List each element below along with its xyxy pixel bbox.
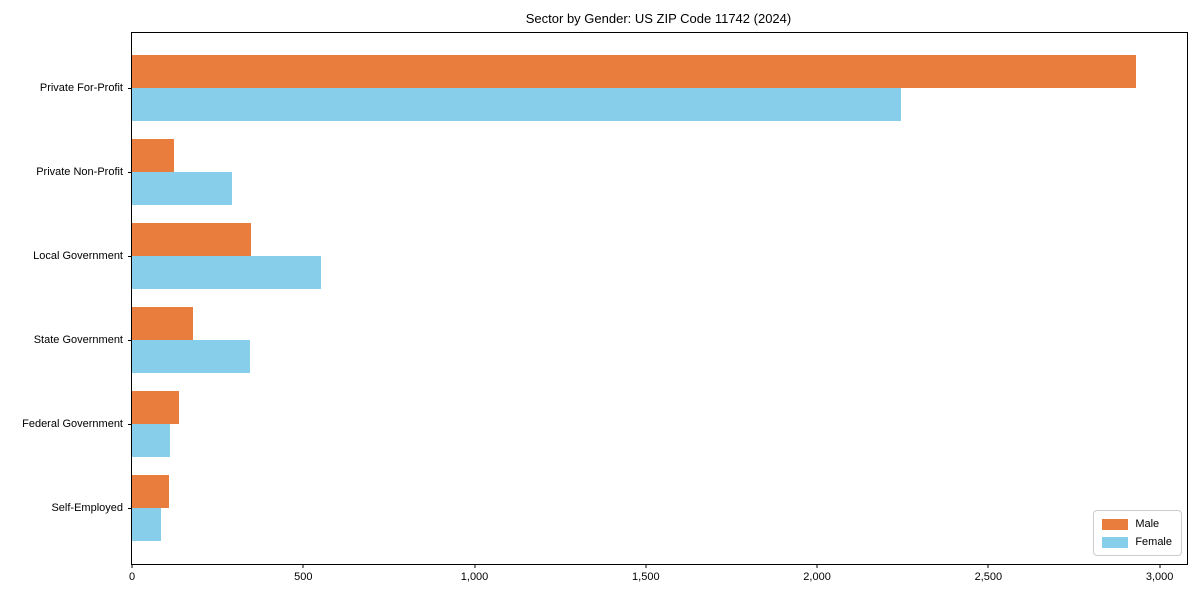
y-axis-label: Federal Government (22, 418, 123, 430)
legend-label: Male (1135, 518, 1160, 530)
x-axis-tick (302, 564, 304, 568)
bar-male-3 (132, 307, 193, 340)
y-axis-label: Local Government (33, 250, 123, 262)
legend-swatch-female (1102, 536, 1129, 548)
y-axis-tick (128, 508, 132, 509)
chart-title: Sector by Gender: US ZIP Code 11742 (202… (525, 11, 792, 26)
category-row: Self-Employed (51, 466, 1187, 550)
bar-male-4 (132, 391, 179, 424)
x-axis-tick (131, 564, 133, 568)
x-axis-tick (987, 564, 989, 568)
x-axis-tick-label: 2,500 (974, 571, 1003, 583)
category-row: Federal Government (22, 382, 1187, 466)
bar-female-2 (132, 256, 322, 289)
bar-rows: Private For-Profit Private Non-Profit Loca… (22, 46, 1187, 550)
category-row: Private Non-Profit (36, 130, 1187, 214)
x-axis-tick-label: 500 (294, 571, 313, 583)
category-row: State Government (34, 298, 1187, 382)
category-row: Local Government (33, 214, 1187, 298)
x-axis-tick (645, 564, 647, 568)
y-axis-tick (128, 172, 132, 173)
y-axis-label: Self-Employed (51, 502, 123, 514)
legend-entry: Male (1102, 518, 1172, 530)
plot-area: Private For-Profit Private Non-Profit Loca… (22, 32, 1188, 583)
x-axis-tick (474, 564, 476, 568)
bar-female-5 (132, 508, 161, 541)
x-axis-tick-label: 1,000 (460, 571, 489, 583)
bar-male-1 (132, 139, 174, 172)
y-axis-label: Private Non-Profit (36, 166, 123, 178)
x-axis-tick (816, 564, 818, 568)
y-axis-tick (128, 88, 132, 89)
bar-female-0 (132, 88, 901, 121)
x-axis-tick-label: 1,500 (632, 571, 660, 583)
x-axis-tick-label: 0 (128, 571, 136, 583)
bar-male-5 (132, 475, 169, 508)
x-axis-tick-label: 3,000 (1145, 571, 1174, 583)
legend-label: Female (1135, 536, 1172, 548)
x-axis-tick (1159, 564, 1161, 568)
y-axis-tick (128, 340, 132, 341)
y-axis-tick (128, 424, 132, 425)
bar-female-3 (132, 340, 250, 373)
x-axis-tick-label: 2,000 (803, 571, 831, 583)
bar-female-4 (132, 424, 171, 457)
category-row: Private For-Profit (40, 46, 1187, 130)
legend-swatch-male (1102, 518, 1129, 530)
bar-male-2 (132, 223, 251, 256)
y-axis-label: Private For-Profit (39, 82, 123, 94)
y-axis-label: State Government (33, 334, 123, 346)
legend: Male Female (1093, 510, 1182, 556)
legend-entry: Female (1102, 536, 1172, 548)
bar-male-0 (132, 55, 1137, 88)
y-axis-tick (128, 256, 132, 257)
bar-female-1 (132, 172, 232, 205)
